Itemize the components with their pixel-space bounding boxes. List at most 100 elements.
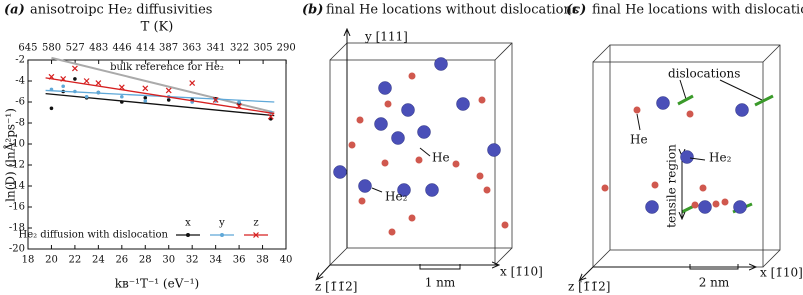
fit-line <box>45 92 275 117</box>
point <box>95 80 102 87</box>
box-back <box>346 42 513 249</box>
point <box>237 100 241 104</box>
x-tick-label: 18 <box>22 255 35 266</box>
panel-title: final He locations without dislocations <box>326 3 579 18</box>
y-tick-label: -10 <box>9 139 25 150</box>
point <box>49 106 54 111</box>
reference-label: bulk reference for He₂ <box>110 62 224 73</box>
fit-line <box>45 77 275 115</box>
box-edges <box>592 44 781 268</box>
he2-label: He₂ <box>709 151 732 165</box>
scale-bar <box>419 264 461 270</box>
x-axis-label: x [1̄10] <box>500 265 543 279</box>
y-tick-label: -6 <box>15 97 25 108</box>
pointer <box>689 157 706 161</box>
he-atom <box>501 221 509 229</box>
legend-title: He₂ diffusion with dislocation <box>18 230 168 241</box>
he2-atom <box>733 200 747 214</box>
region-label: tensile region <box>665 144 679 228</box>
he2-atom <box>401 103 415 117</box>
legend-marker <box>253 232 259 238</box>
y-tick-label: -20 <box>9 244 25 255</box>
he-atom <box>415 156 423 164</box>
y-tick-label: -16 <box>9 202 25 213</box>
point <box>73 77 77 81</box>
x2-tick-label: 363 <box>182 43 201 54</box>
z-axis-label: z [1̄1̄2] <box>568 280 610 294</box>
x-tick-label: 26 <box>115 255 128 266</box>
he-atom <box>699 184 707 192</box>
he-atom <box>388 228 396 236</box>
he-label: He <box>432 151 450 165</box>
he-atom <box>721 198 729 206</box>
he-atom <box>633 106 641 114</box>
panel-label: (a) <box>4 3 25 18</box>
point <box>212 96 219 103</box>
point <box>166 98 171 102</box>
x2-tick-label: 290 <box>277 43 296 54</box>
y-tick-label: -8 <box>15 118 25 129</box>
he-atom <box>348 141 356 149</box>
x2-tick-label: 483 <box>89 43 108 54</box>
panel-label: (b) <box>302 3 323 18</box>
he2-atom <box>358 179 372 193</box>
y-tick-label: -18 <box>9 223 25 234</box>
point <box>236 103 243 110</box>
x2-tick-label: 414 <box>136 43 155 54</box>
panel-b: (b) final He locations without dislocati… <box>302 3 579 294</box>
he2-atom <box>656 96 670 110</box>
point <box>142 85 149 92</box>
box-front <box>329 59 496 266</box>
he-atom <box>478 96 486 104</box>
he-atom <box>358 197 366 205</box>
y-tick-label: -14 <box>9 181 25 192</box>
y-tick-label: -4 <box>15 76 25 87</box>
pointer <box>636 113 641 131</box>
he2-atom <box>397 183 411 197</box>
he2-atom <box>417 125 431 139</box>
point <box>49 87 54 92</box>
he2-atom <box>374 117 388 131</box>
legend-label: z <box>253 218 258 229</box>
y-tick-label: -2 <box>15 55 25 66</box>
point <box>48 73 55 80</box>
dislocation <box>677 94 774 214</box>
x-tick-label: 38 <box>256 255 269 266</box>
point <box>118 84 125 91</box>
box-edges <box>329 42 513 266</box>
x2-tick-label: 527 <box>66 43 85 54</box>
he2-atom <box>680 150 694 164</box>
legend-label: x <box>185 218 191 229</box>
x-tick-label: 20 <box>45 255 58 266</box>
x-tick-label: 24 <box>92 255 105 266</box>
pointer <box>679 79 763 101</box>
he2-atom <box>698 200 712 214</box>
he-atom <box>483 186 491 194</box>
legend-marker <box>186 233 190 237</box>
x2-tick-label: 387 <box>159 43 178 54</box>
x2-tick-label: 446 <box>112 43 131 54</box>
x2-tick-label: 322 <box>230 43 249 54</box>
z-axis-arrow <box>580 266 594 280</box>
point <box>71 65 78 72</box>
x2-tick-label: 341 <box>206 43 225 54</box>
point <box>96 90 101 95</box>
scale-label: 2 nm <box>699 276 730 290</box>
panel-label: (c) <box>566 3 586 18</box>
point <box>83 78 90 84</box>
he2-atom <box>645 200 659 214</box>
he-atom <box>651 181 659 189</box>
he-atom <box>408 72 416 80</box>
pointer <box>419 147 431 157</box>
chart-title: anisotroipc He₂ diffusivities <box>30 3 212 18</box>
x2-tick-label: 305 <box>254 43 273 54</box>
x-tick-label: 34 <box>209 255 222 266</box>
x2-tick-label: 580 <box>42 43 61 54</box>
point <box>73 89 77 94</box>
panel-title: final He locations with dislocations <box>592 3 803 18</box>
he2-atom <box>333 165 347 179</box>
he-atom <box>381 159 389 167</box>
x-tick-label: 32 <box>186 255 199 266</box>
box-back <box>609 44 781 251</box>
